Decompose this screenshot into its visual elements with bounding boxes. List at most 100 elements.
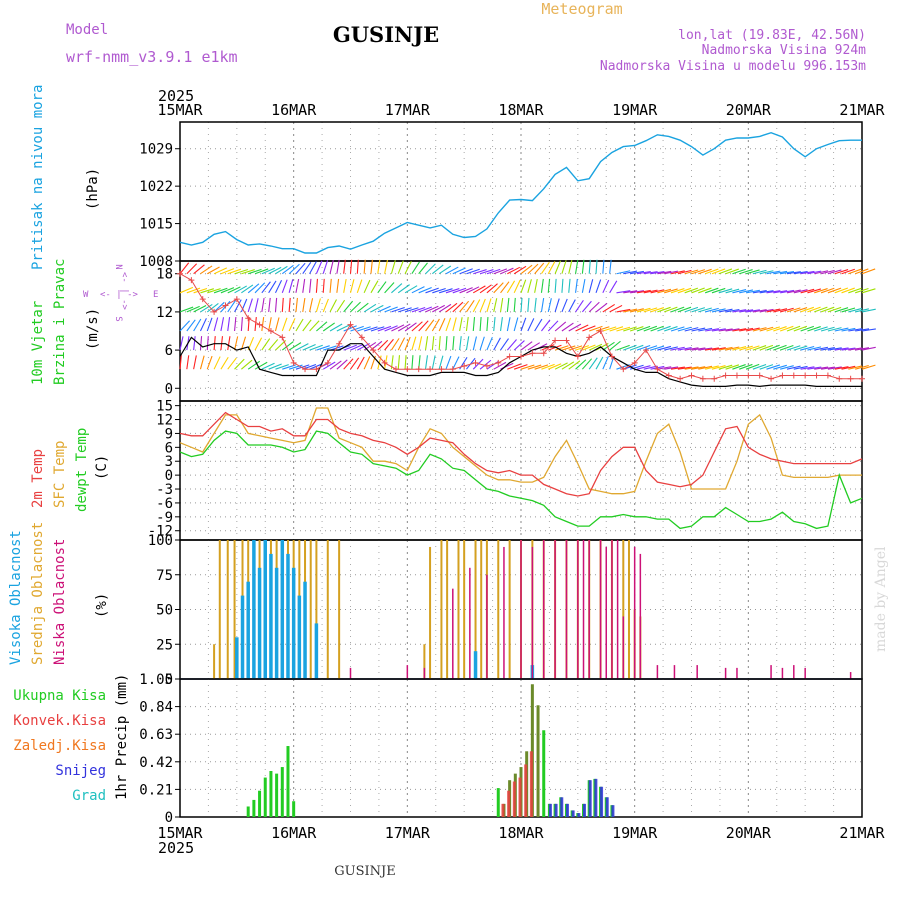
wind-barb	[418, 306, 433, 313]
wind-gust-marker	[427, 366, 434, 373]
wind-barb	[281, 297, 284, 312]
wind-barb	[779, 325, 794, 332]
wind-barb	[527, 279, 532, 293]
cloud-bar	[314, 623, 319, 679]
wind-barb	[295, 364, 310, 370]
wind-barb	[780, 365, 794, 370]
wind-barb	[432, 304, 445, 313]
wind-gust-marker	[392, 366, 399, 373]
wind-barb	[800, 325, 815, 332]
wind-barb	[343, 259, 346, 274]
wind-barb	[657, 306, 671, 313]
wind-barb	[834, 347, 849, 351]
wind-barb	[288, 279, 294, 293]
precip-bar	[246, 806, 250, 817]
wind-barb	[698, 307, 712, 313]
wind-barb	[268, 280, 277, 294]
cloud-bar	[486, 574, 488, 679]
wind-barb	[602, 259, 605, 274]
compass-w: W	[83, 290, 89, 300]
wind-barb	[445, 355, 452, 370]
wind-barb	[554, 298, 560, 313]
wind-gust-marker	[347, 321, 354, 328]
wind-barb	[309, 320, 320, 332]
wind-gust-marker	[358, 334, 365, 341]
wind-barb	[329, 259, 334, 274]
wind-barb	[479, 359, 492, 370]
bottom-tick-label: 16MAR	[271, 824, 317, 842]
wind-barb	[540, 297, 545, 312]
wind-barb	[534, 297, 537, 312]
wind-gust-marker	[222, 302, 229, 309]
wind-barb	[732, 268, 746, 275]
wind-barb	[207, 288, 221, 294]
cloud-bar	[463, 540, 466, 679]
wind-barb	[581, 278, 586, 293]
wind-barb	[431, 318, 440, 332]
wind-barb	[725, 308, 740, 313]
wind-gust-marker	[449, 366, 456, 373]
wind-barb	[575, 324, 589, 332]
wind-gust-marker	[677, 375, 684, 382]
y-tick-label: 1.05	[139, 672, 173, 688]
bottom-tick-label: 17MAR	[385, 824, 431, 842]
cloud-bar	[639, 553, 642, 679]
wind-barb	[793, 345, 808, 351]
wind-barb	[411, 336, 417, 351]
wind-barb	[370, 280, 379, 294]
wind-gust-marker	[233, 296, 240, 303]
wind-barb	[254, 361, 268, 370]
panel-cloud: 0 25 50 75 100	[148, 533, 863, 688]
cloud-bar	[246, 581, 250, 679]
wind-barb	[609, 340, 621, 351]
wind-barb	[472, 317, 476, 332]
wind-barb	[193, 355, 197, 370]
wind-barb	[698, 327, 713, 332]
wind-gust-marker	[620, 366, 627, 373]
wind-barb	[493, 337, 501, 351]
wind-barb	[766, 344, 780, 351]
wind-barb	[827, 327, 842, 332]
cloud-bar	[531, 546, 534, 679]
wind-gust-marker	[518, 353, 524, 360]
wind-gust-marker	[745, 372, 752, 379]
wind-barb	[363, 259, 366, 274]
wind-barb	[404, 285, 418, 294]
wind-barb	[240, 336, 247, 351]
wind-gust-marker	[415, 366, 422, 373]
wind-label-1: 10m Vjetar	[30, 301, 46, 385]
wind-barb	[745, 289, 760, 294]
wind-barb	[800, 345, 815, 351]
wind-barb	[507, 363, 521, 370]
cloud-bar	[582, 540, 585, 679]
wind-barb	[786, 271, 801, 275]
wind-barb	[261, 338, 271, 351]
wind-barb	[629, 326, 644, 332]
wind-barb	[548, 344, 562, 351]
wind-barb	[602, 326, 617, 332]
wind-barb	[397, 260, 404, 274]
precip-bar	[280, 767, 284, 817]
wind-barb	[650, 345, 665, 351]
wind-barb	[213, 267, 228, 275]
wind-barb	[247, 298, 253, 313]
y-tick-label: 0.42	[139, 755, 173, 771]
wind-barb	[281, 341, 294, 351]
wind-barb	[711, 328, 726, 332]
wind-barb	[698, 287, 712, 294]
wind-gust-marker	[597, 328, 604, 334]
wind-barb	[684, 269, 699, 275]
compass-ew-arrow: <- | ->	[100, 290, 139, 300]
wind-barb	[643, 307, 658, 313]
wind-barb	[404, 260, 412, 274]
wind-barb	[548, 363, 562, 370]
wind-barb	[275, 265, 288, 275]
wind-barb	[397, 323, 411, 332]
wind-barb	[745, 309, 760, 313]
wind-barb	[357, 342, 370, 351]
bottom-tick-label: 20MAR	[726, 824, 772, 842]
wind-barb	[459, 268, 473, 275]
panels: 1008101510221029061218-12-9-6-3036912150…	[139, 121, 876, 826]
wind-barb	[725, 328, 740, 332]
legend-frz-rain: Zaledj.Kisa	[13, 738, 106, 754]
